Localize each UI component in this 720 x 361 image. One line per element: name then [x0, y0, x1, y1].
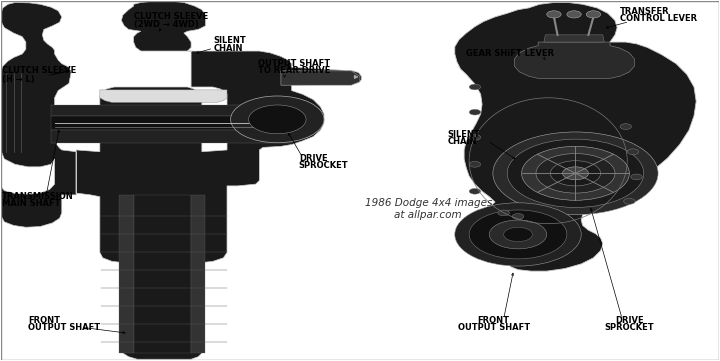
Polygon shape	[455, 3, 696, 271]
Text: FRONT: FRONT	[28, 316, 60, 325]
Text: MAIN SHAFT: MAIN SHAFT	[2, 199, 60, 208]
Circle shape	[512, 214, 523, 219]
Text: DRIVE: DRIVE	[299, 154, 328, 163]
Text: DRIVE: DRIVE	[615, 316, 644, 325]
Circle shape	[620, 124, 631, 130]
Circle shape	[469, 161, 481, 167]
Circle shape	[230, 96, 324, 143]
Circle shape	[469, 84, 481, 90]
Polygon shape	[51, 105, 292, 116]
Polygon shape	[1, 1, 361, 359]
Circle shape	[248, 105, 306, 134]
Circle shape	[469, 109, 481, 115]
Text: SILENT: SILENT	[448, 130, 480, 139]
Circle shape	[562, 167, 588, 180]
Circle shape	[503, 227, 532, 242]
Circle shape	[469, 210, 567, 259]
Circle shape	[507, 139, 644, 208]
Text: CONTROL LEVER: CONTROL LEVER	[620, 14, 697, 23]
Text: CHAIN: CHAIN	[213, 44, 243, 53]
Circle shape	[498, 210, 509, 216]
Text: CLUTCH SLEEVE: CLUTCH SLEEVE	[2, 66, 76, 75]
Circle shape	[586, 11, 600, 18]
Circle shape	[627, 149, 639, 155]
Polygon shape	[51, 130, 292, 143]
Circle shape	[455, 203, 581, 266]
Text: SILENT: SILENT	[213, 36, 246, 45]
Text: TO REAR DRIVE: TO REAR DRIVE	[258, 66, 330, 75]
Polygon shape	[191, 195, 205, 353]
Circle shape	[550, 161, 600, 186]
Text: GEAR SHiFT LEVER: GEAR SHiFT LEVER	[467, 49, 554, 58]
Circle shape	[469, 134, 481, 140]
Circle shape	[469, 188, 481, 194]
Text: (2WD → 4WD): (2WD → 4WD)	[135, 19, 199, 29]
Text: TRANSFER: TRANSFER	[620, 7, 670, 16]
Text: SPROCKET: SPROCKET	[605, 323, 654, 332]
Text: FRONT: FRONT	[477, 316, 510, 325]
Text: SPROCKET: SPROCKET	[299, 161, 348, 170]
Circle shape	[624, 199, 635, 204]
Text: CHAIN: CHAIN	[448, 137, 477, 146]
Polygon shape	[51, 116, 292, 130]
Circle shape	[490, 220, 546, 249]
Polygon shape	[544, 35, 604, 42]
Text: OUTPUT SHAFT: OUTPUT SHAFT	[28, 323, 100, 332]
Text: TRANSMISSION: TRANSMISSION	[2, 192, 74, 201]
Circle shape	[536, 153, 615, 193]
Text: OUTPUT SHAFT: OUTPUT SHAFT	[258, 59, 330, 68]
Polygon shape	[281, 71, 360, 85]
Text: OUTPUT SHAFT: OUTPUT SHAFT	[457, 323, 530, 332]
Circle shape	[493, 132, 658, 215]
Text: (H → L): (H → L)	[2, 75, 35, 84]
Circle shape	[631, 174, 642, 180]
Polygon shape	[120, 195, 134, 353]
Text: CLUTCH SLEEVE: CLUTCH SLEEVE	[135, 12, 209, 21]
Polygon shape	[100, 90, 227, 103]
Circle shape	[546, 11, 561, 18]
Text: 1986 Dodge 4x4 images
at allpar.com: 1986 Dodge 4x4 images at allpar.com	[364, 199, 492, 220]
Circle shape	[521, 146, 629, 200]
Polygon shape	[514, 42, 634, 78]
Polygon shape	[134, 195, 191, 353]
Circle shape	[567, 11, 581, 18]
